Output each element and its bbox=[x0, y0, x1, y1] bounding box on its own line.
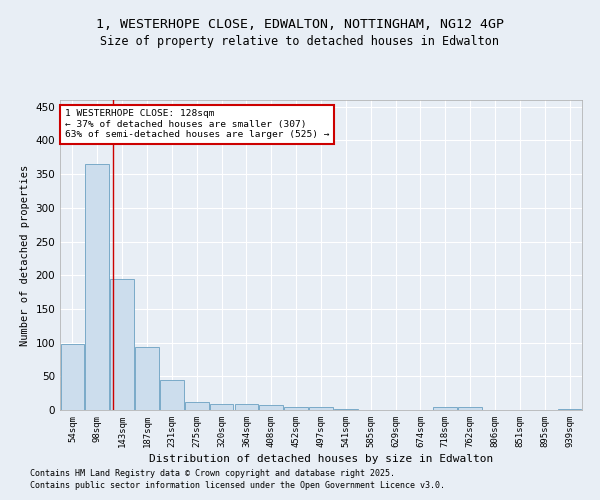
Bar bbox=[160, 380, 184, 410]
Text: 1 WESTERHOPE CLOSE: 128sqm
← 37% of detached houses are smaller (307)
63% of sem: 1 WESTERHOPE CLOSE: 128sqm ← 37% of deta… bbox=[65, 110, 330, 139]
Bar bbox=[185, 402, 209, 410]
Bar bbox=[309, 406, 333, 410]
Y-axis label: Number of detached properties: Number of detached properties bbox=[20, 164, 30, 346]
Bar bbox=[259, 406, 283, 410]
Bar bbox=[85, 164, 109, 410]
Bar bbox=[61, 344, 84, 410]
Bar bbox=[135, 348, 159, 410]
Text: Size of property relative to detached houses in Edwalton: Size of property relative to detached ho… bbox=[101, 35, 499, 48]
Text: Contains HM Land Registry data © Crown copyright and database right 2025.: Contains HM Land Registry data © Crown c… bbox=[30, 468, 395, 477]
Bar bbox=[110, 278, 134, 410]
Text: 1, WESTERHOPE CLOSE, EDWALTON, NOTTINGHAM, NG12 4GP: 1, WESTERHOPE CLOSE, EDWALTON, NOTTINGHA… bbox=[96, 18, 504, 30]
Bar bbox=[235, 404, 258, 410]
Bar bbox=[433, 408, 457, 410]
Bar bbox=[284, 406, 308, 410]
Bar bbox=[210, 404, 233, 410]
Text: Contains public sector information licensed under the Open Government Licence v3: Contains public sector information licen… bbox=[30, 481, 445, 490]
Bar bbox=[458, 406, 482, 410]
X-axis label: Distribution of detached houses by size in Edwalton: Distribution of detached houses by size … bbox=[149, 454, 493, 464]
